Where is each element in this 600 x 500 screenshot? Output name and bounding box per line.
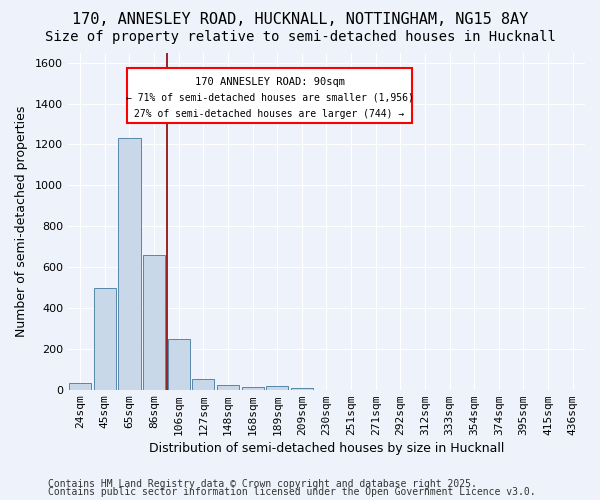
Text: Contains HM Land Registry data © Crown copyright and database right 2025.: Contains HM Land Registry data © Crown c… <box>48 479 477 489</box>
Bar <box>94 288 116 390</box>
Bar <box>291 388 313 390</box>
Bar <box>242 386 263 390</box>
Bar <box>167 338 190 390</box>
Text: 170, ANNESLEY ROAD, HUCKNALL, NOTTINGHAM, NG15 8AY: 170, ANNESLEY ROAD, HUCKNALL, NOTTINGHAM… <box>72 12 528 28</box>
Y-axis label: Number of semi-detached properties: Number of semi-detached properties <box>15 106 28 337</box>
Bar <box>192 380 214 390</box>
FancyBboxPatch shape <box>127 68 412 124</box>
Bar <box>217 384 239 390</box>
Text: 170 ANNESLEY ROAD: 90sqm: 170 ANNESLEY ROAD: 90sqm <box>194 77 344 87</box>
Bar <box>266 386 289 390</box>
Bar <box>69 382 91 390</box>
Bar <box>143 255 165 390</box>
X-axis label: Distribution of semi-detached houses by size in Hucknall: Distribution of semi-detached houses by … <box>149 442 504 455</box>
Text: ← 71% of semi-detached houses are smaller (1,956): ← 71% of semi-detached houses are smalle… <box>125 93 413 103</box>
Text: Contains public sector information licensed under the Open Government Licence v3: Contains public sector information licen… <box>48 487 536 497</box>
Text: Size of property relative to semi-detached houses in Hucknall: Size of property relative to semi-detach… <box>44 30 556 44</box>
Bar <box>118 138 140 390</box>
Text: 27% of semi-detached houses are larger (744) →: 27% of semi-detached houses are larger (… <box>134 109 405 119</box>
